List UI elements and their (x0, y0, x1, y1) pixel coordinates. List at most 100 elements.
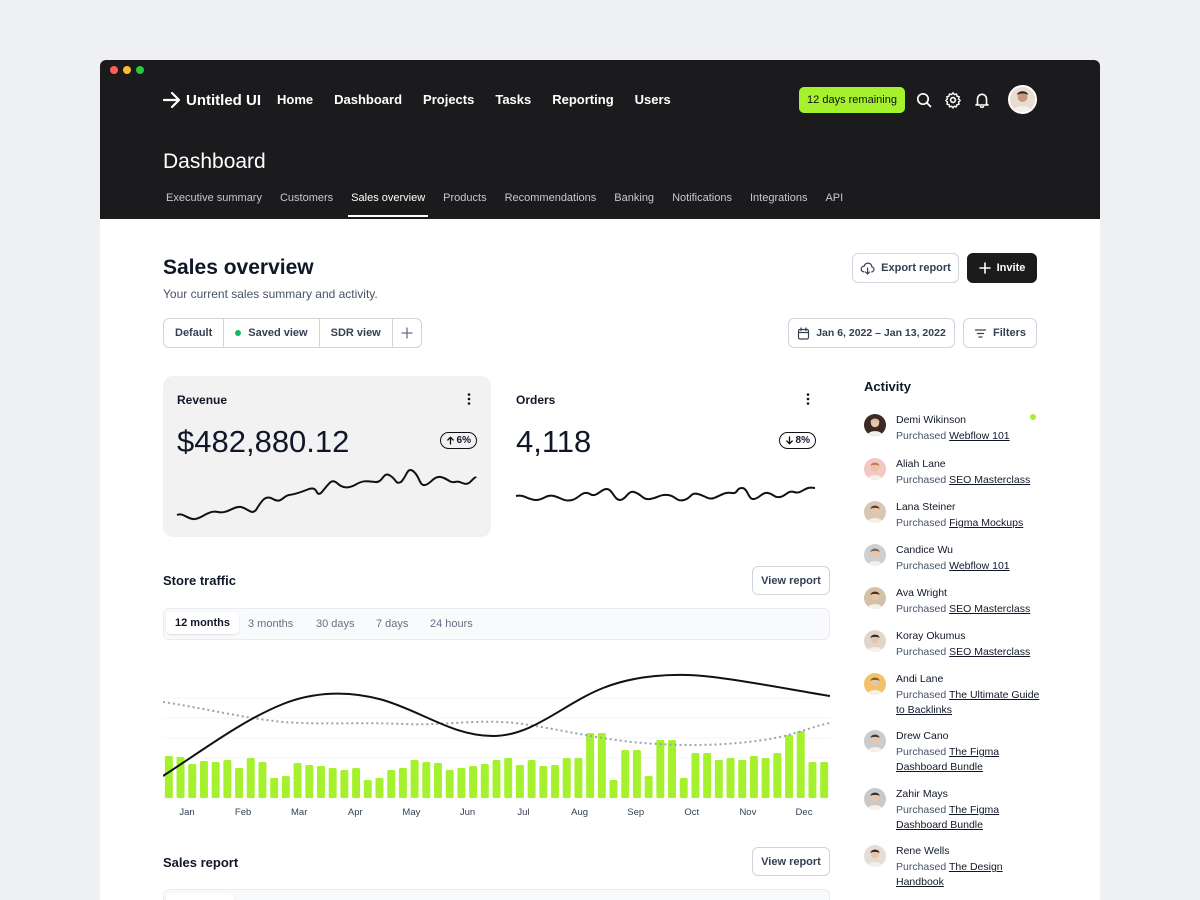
chart-bar (340, 770, 349, 798)
activity-item-link[interactable]: The Figma Dashboard Bundle (896, 804, 1000, 831)
filters-button[interactable]: Filters (963, 318, 1037, 348)
avatar[interactable] (864, 673, 886, 695)
activity-item-link[interactable]: The Design Handbook (896, 861, 1003, 888)
orders-change-value: 8% (795, 435, 810, 446)
activity-name: Zahir Mays (896, 788, 948, 800)
invite-button[interactable]: Invite (967, 253, 1037, 283)
chart-bar (317, 766, 325, 798)
user-avatar[interactable] (1008, 85, 1037, 114)
chart-bar (515, 765, 524, 798)
activity-item-link[interactable]: Webflow 101 (949, 560, 1010, 572)
x-axis-label: Aug (571, 807, 588, 818)
store-traffic-view-report-button[interactable]: View report (752, 566, 830, 595)
avatar[interactable] (864, 845, 886, 867)
nav-item-projects[interactable]: Projects (423, 92, 475, 107)
avatar[interactable] (864, 630, 886, 652)
time-range-tabs: 12 months 3 months 30 days 7 days 24 hou… (163, 608, 830, 640)
activity-name: Candice Wu (896, 544, 954, 556)
tab-customers[interactable]: Customers (279, 192, 334, 204)
tab-sales-overview[interactable]: Sales overview (348, 192, 429, 217)
x-axis-label: Dec (796, 807, 813, 818)
date-range-picker[interactable]: Jan 6, 2022 – Jan 13, 2022 (788, 318, 955, 348)
avatar[interactable] (864, 414, 886, 436)
activity-item-link[interactable]: SEO Masterclass (949, 603, 1031, 615)
tab-banking[interactable]: Banking (614, 192, 655, 204)
activity-text: Purchased The Figma Dashboard Bundle (896, 803, 1041, 832)
avatar[interactable] (864, 501, 886, 523)
chart-bar (375, 778, 384, 798)
maximize-window-button[interactable] (136, 66, 144, 74)
nav-item-tasks[interactable]: Tasks (495, 92, 532, 107)
activity-item-link[interactable]: The Ultimate Guide to Backlinks (896, 689, 1040, 716)
range-3-months[interactable]: 3 months (248, 618, 294, 630)
activity-item-link[interactable]: Figma Mockups (949, 517, 1024, 529)
chart-bar (504, 758, 513, 798)
activity-action: Purchased (896, 560, 947, 572)
add-view-button[interactable] (393, 319, 421, 347)
view-saved[interactable]: Saved view (224, 319, 320, 347)
chart-bar (621, 750, 630, 798)
chart-bar (586, 733, 595, 798)
activity-title: Activity (864, 379, 911, 394)
chart-bar (679, 778, 688, 798)
nav-item-home[interactable]: Home (277, 92, 314, 107)
export-report-button[interactable]: Export report (852, 253, 959, 283)
chart-bar (539, 766, 548, 798)
sales-report-view-report-button[interactable]: View report (752, 847, 830, 876)
chart-bar (457, 768, 466, 798)
chart-bar (574, 758, 583, 798)
trial-badge[interactable]: 12 days remaining (799, 87, 905, 113)
activity-name: Rene Wells (896, 845, 950, 857)
view-default[interactable]: Default (164, 319, 225, 347)
orders-card: Orders 4,118 8% (502, 376, 830, 537)
tab-products[interactable]: Products (443, 192, 487, 204)
avatar[interactable] (864, 730, 886, 752)
chart-bar (223, 760, 232, 798)
range-30-days[interactable]: 30 days (316, 618, 355, 630)
range-12-months[interactable]: 12 months (166, 612, 240, 634)
chart-bars (164, 731, 829, 798)
close-window-button[interactable] (110, 66, 118, 74)
avatar[interactable] (864, 788, 886, 810)
chart-bar (644, 776, 653, 798)
revenue-value: $482,880.12 (177, 424, 350, 459)
bell-icon[interactable] (973, 91, 991, 109)
saved-view-dot (235, 330, 242, 336)
activity-text: Purchased The Ultimate Guide to Backlink… (896, 688, 1041, 717)
sales-report-active-tab[interactable] (166, 893, 234, 900)
activity-text: Purchased The Design Handbook (896, 860, 1041, 889)
chart-bar (258, 762, 267, 798)
avatar[interactable] (864, 587, 886, 609)
activity-name: Andi Lane (896, 673, 944, 685)
x-axis-label: Sep (627, 807, 644, 818)
avatar[interactable] (864, 544, 886, 566)
nav-item-dashboard[interactable]: Dashboard (334, 92, 403, 107)
minimize-window-button[interactable] (123, 66, 131, 74)
tab-api[interactable]: API (825, 192, 844, 204)
nav-item-reporting[interactable]: Reporting (552, 92, 614, 107)
range-7-days[interactable]: 7 days (376, 618, 409, 630)
tab-integrations[interactable]: Integrations (749, 192, 808, 204)
activity-item-link[interactable]: Webflow 101 (949, 430, 1010, 442)
activity-item-link[interactable]: SEO Masterclass (949, 474, 1031, 486)
chart-bar (293, 763, 302, 798)
x-axis-label: Apr (348, 807, 363, 818)
activity-item-link[interactable]: SEO Masterclass (949, 646, 1031, 658)
view-sdr[interactable]: SDR view (320, 319, 393, 347)
search-icon[interactable] (915, 91, 933, 109)
tab-notifications[interactable]: Notifications (672, 192, 732, 204)
more-vertical-icon[interactable] (467, 392, 471, 408)
gear-icon[interactable] (944, 91, 962, 109)
range-24-hours[interactable]: 24 hours (430, 618, 473, 630)
more-vertical-icon[interactable] (806, 392, 810, 408)
avatar[interactable] (864, 458, 886, 480)
activity-text: Purchased SEO Masterclass (896, 473, 1041, 488)
chart-bar (808, 762, 817, 798)
app-logo[interactable]: Untitled UI (162, 90, 261, 110)
nav-item-users[interactable]: Users (634, 92, 671, 107)
tab-executive-summary[interactable]: Executive summary (166, 192, 262, 204)
orders-value: 4,118 (516, 424, 592, 459)
activity-action: Purchased (896, 804, 947, 816)
tab-recommendations[interactable]: Recommendations (504, 192, 597, 204)
activity-item-link[interactable]: The Figma Dashboard Bundle (896, 746, 1000, 773)
